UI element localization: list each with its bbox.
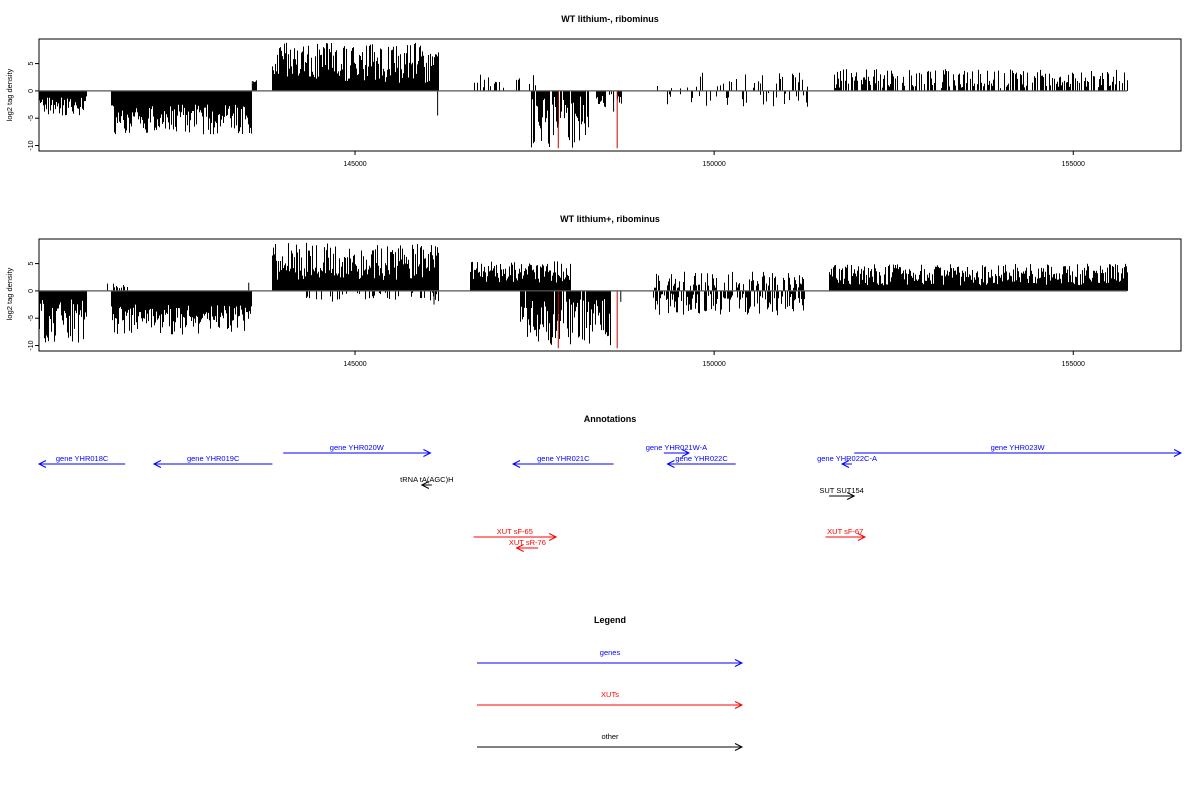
feature-label: gene YHR021W-A (646, 443, 707, 452)
feature-arrow-arrowhead (666, 460, 675, 468)
y-tick-label: -10 (28, 340, 35, 350)
feature-label: gene YHR019C (187, 454, 240, 463)
x-tick-label: 150000 (702, 361, 725, 368)
feature-genes: gene YHR021C (511, 454, 614, 468)
annotations-track: Annotations gene YHR018C gene YHR019Cgene… (37, 414, 1183, 552)
track-title: WT lithium+, ribominus (560, 214, 660, 224)
feature-label: XUT sF-65 (497, 527, 533, 536)
feature-label: gene YHR023W (991, 443, 1046, 452)
x-tick-label: 145000 (343, 361, 366, 368)
y-tick-label: 5 (28, 62, 35, 66)
legend-label: XUTs (601, 690, 619, 699)
feature-arrow-arrowhead (840, 460, 850, 468)
legend-title: Legend (594, 615, 626, 625)
legend: Legend genes XUTs other (477, 615, 744, 751)
legend-entry-xuts: XUTs (477, 690, 744, 709)
feature-arrow-arrowhead (152, 460, 162, 468)
feature-label: gene YHR022C (675, 454, 728, 463)
feature-arrow-arrowhead (548, 533, 558, 541)
x-tick-label: 155000 (1062, 161, 1085, 168)
feature-other: SUT SUT154 (819, 486, 864, 500)
y-axis-label: log2 tag density (5, 68, 14, 121)
y-tick-label: 0 (28, 289, 35, 293)
legend-arrow-arrowhead (734, 701, 744, 709)
feature-genes: gene YHR021W-A (646, 443, 707, 457)
feature-genes: gene YHR023W (854, 443, 1183, 457)
y-tick-label: 0 (28, 89, 35, 93)
legend-label: genes (600, 648, 621, 657)
legend-entry-other: other (477, 732, 744, 751)
feature-xuts: XUT sF-67 (825, 527, 867, 541)
feature-genes: gene YHR019C (152, 454, 273, 468)
feature-label: gene YHR022C-A (817, 454, 877, 463)
bar-marks (39, 42, 1128, 149)
bar-marks (39, 242, 1128, 349)
x-tick-label: 150000 (702, 161, 725, 168)
track-lithium-minus: WT lithium-, ribominus log2 tag density … (5, 14, 1182, 168)
x-tick-label: 155000 (1062, 361, 1085, 368)
feature-genes: gene YHR022C-A (817, 454, 877, 468)
feature-label: gene YHR018C (56, 454, 109, 463)
y-tick-label: 5 (28, 262, 35, 266)
feature-label: XUT sF-67 (827, 527, 863, 536)
feature-list: gene YHR018C gene YHR019C gene YHR020W tRNA… (37, 443, 1183, 552)
legend-arrow-arrowhead (734, 659, 744, 667)
track-title: WT lithium-, ribominus (561, 14, 659, 24)
feature-label: tRNA tA(AGC)H (400, 475, 453, 484)
feature-label: XUT sR-76 (509, 538, 546, 547)
feature-arrow-arrowhead (1173, 449, 1183, 457)
y-tick-label: -10 (28, 140, 35, 150)
legend-label: other (601, 732, 619, 741)
feature-arrow-arrowhead (423, 449, 432, 457)
x-tick-label: 145000 (343, 161, 366, 168)
feature-arrow-arrowhead (420, 481, 430, 489)
axes: -10 -5 0 5 145000 150000 155000 (28, 62, 1085, 168)
feature-arrow-arrowhead (857, 533, 867, 541)
legend-entry-genes: genes (477, 648, 744, 667)
feature-label: SUT SUT154 (819, 486, 863, 495)
feature-arrow-arrowhead (511, 460, 521, 468)
axes: -10 -5 0 5 145000 150000 155000 (28, 262, 1085, 368)
legend-arrow-arrowhead (734, 743, 744, 751)
feature-xuts: XUT sF-65 (473, 527, 558, 541)
feature-arrow-arrowhead (681, 449, 691, 457)
track-lithium-plus: WT lithium+, ribominus log2 tag density … (5, 214, 1182, 368)
feature-xuts: XUT sR-76 (509, 538, 546, 552)
feature-arrow-arrowhead (846, 492, 856, 500)
feature-genes: gene YHR020W (283, 443, 432, 457)
feature-arrow-arrowhead (37, 460, 47, 468)
annotations-title: Annotations (584, 414, 637, 424)
feature-genes: gene YHR018C (37, 454, 126, 468)
feature-label: gene YHR021C (537, 454, 590, 463)
feature-other: tRNA tA(AGC)H (400, 475, 454, 489)
y-tick-label: -5 (28, 115, 35, 121)
feature-label: gene YHR020W (330, 443, 385, 452)
y-axis-label: log2 tag density (5, 267, 14, 320)
y-tick-label: -5 (28, 315, 35, 321)
legend-entries: genes XUTs other (477, 648, 744, 751)
feature-arrow-arrowhead (515, 544, 524, 552)
feature-genes: gene YHR022C (666, 454, 736, 468)
